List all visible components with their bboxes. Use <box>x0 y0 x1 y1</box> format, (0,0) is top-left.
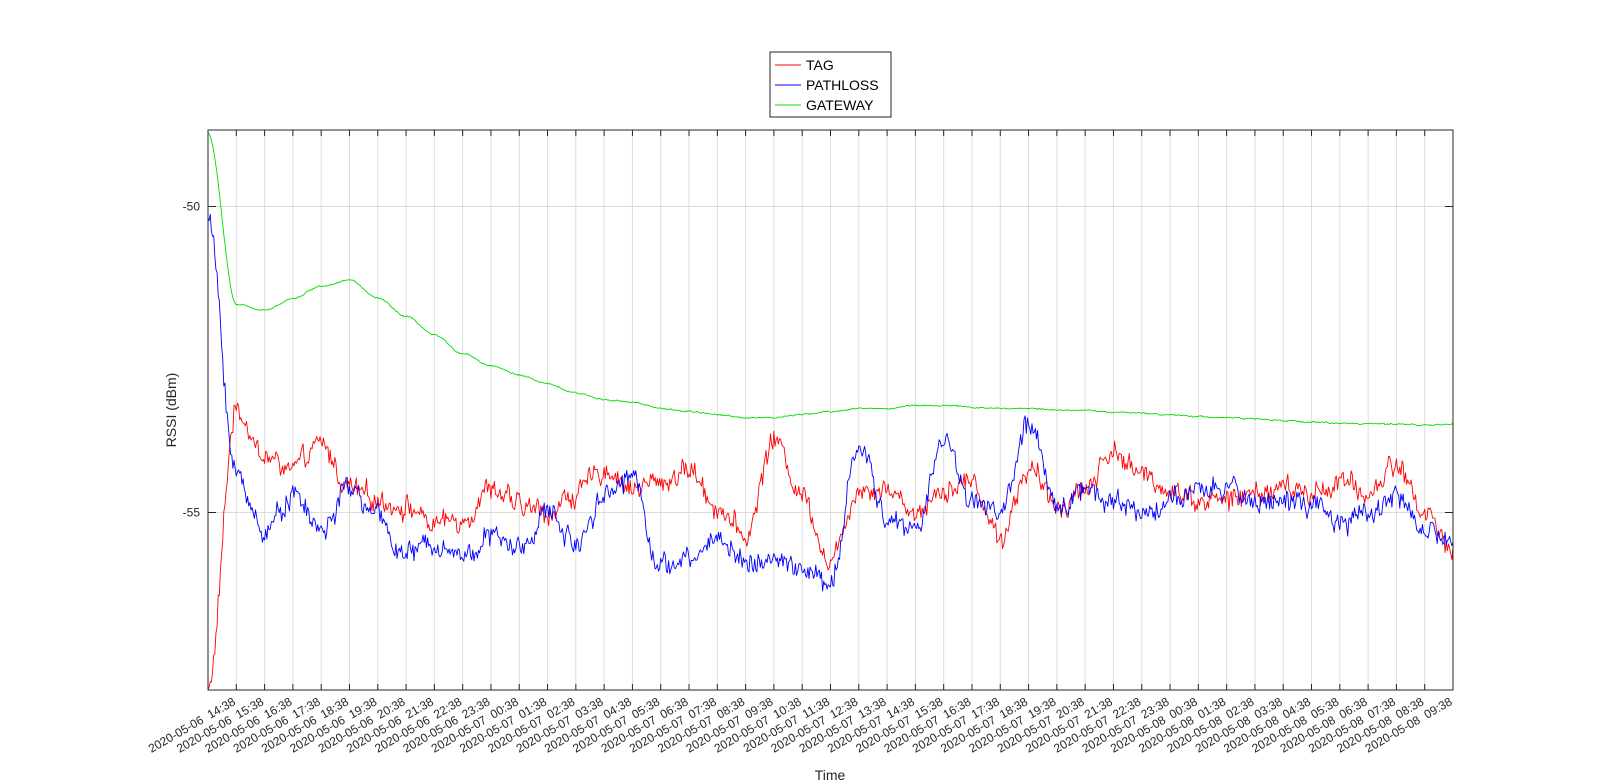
y-axis-label: RSSI (dBm) <box>163 373 179 448</box>
legend-label-pathloss: PATHLOSS <box>806 77 879 93</box>
legend-label-tag: TAG <box>806 57 834 73</box>
axis-ticks <box>208 130 1454 690</box>
y-tick-label: -50 <box>183 200 201 214</box>
y-tick-labels: -50 -55 <box>183 200 201 520</box>
x-axis-label: Time <box>815 767 846 783</box>
legend: TAG PATHLOSS GATEWAY <box>769 51 892 118</box>
y-tick-label: -55 <box>183 506 201 520</box>
legend-label-gateway: GATEWAY <box>806 97 874 113</box>
grid-lines <box>208 130 1454 690</box>
series-line-pathloss <box>207 213 1454 592</box>
series-layer <box>207 132 1454 691</box>
series-line-gateway <box>207 132 1454 427</box>
